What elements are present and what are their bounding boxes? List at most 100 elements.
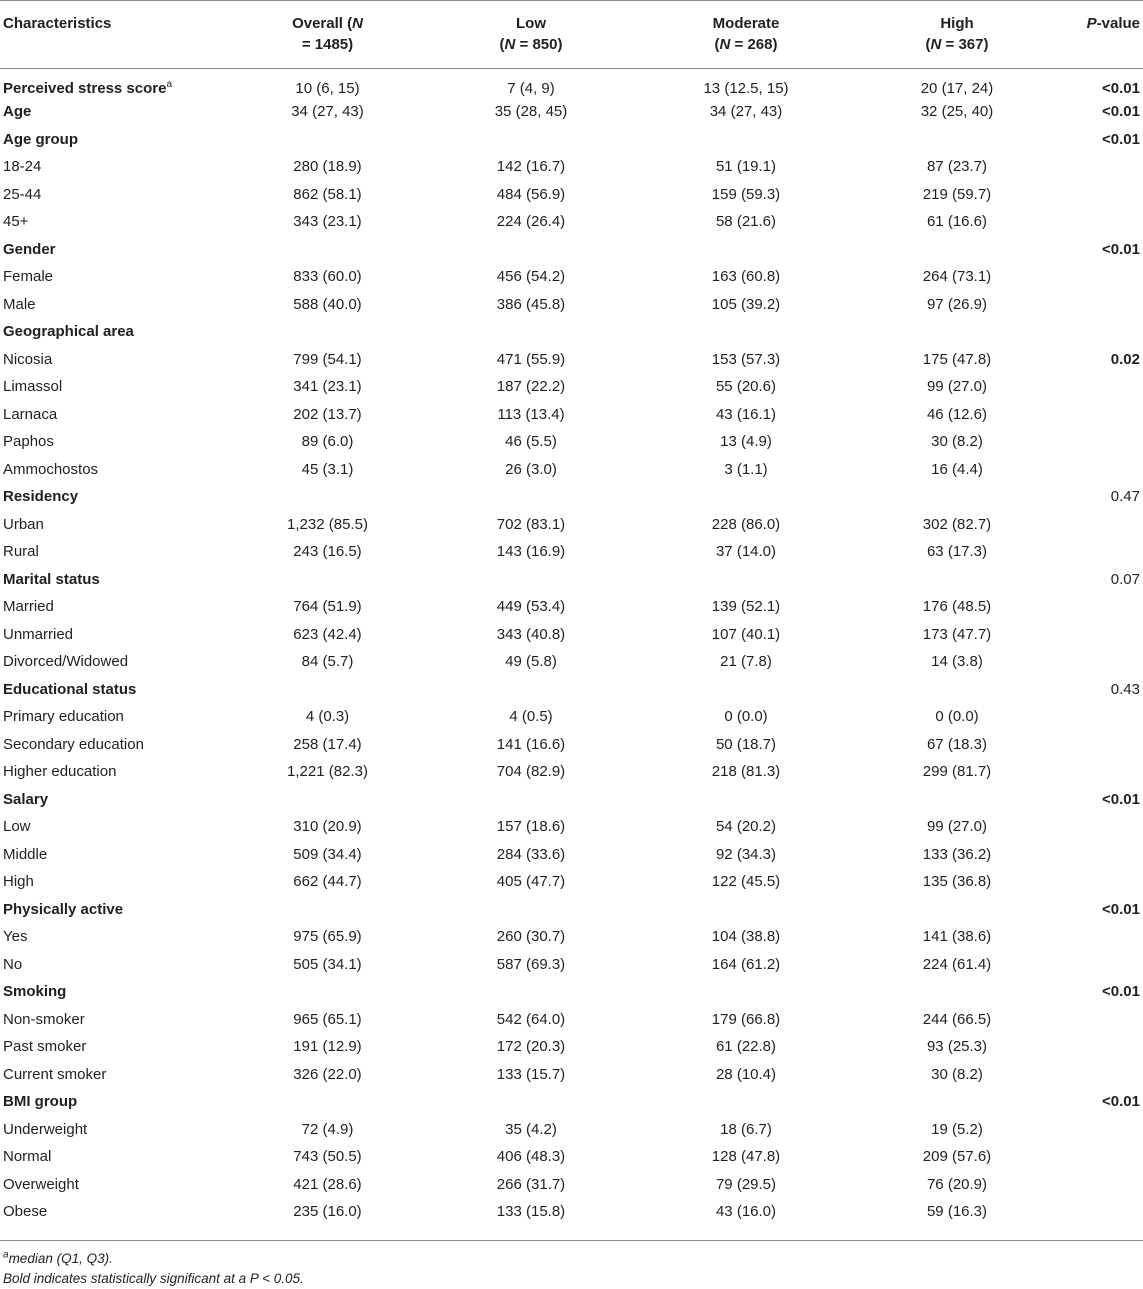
row-label: Larnaca (0, 401, 230, 429)
row-label: Paphos (0, 428, 230, 456)
cell-low (425, 566, 637, 594)
cell-moderate: 105 (39.2) (711, 295, 781, 313)
cell-moderate: 18 (6.7) (720, 1120, 772, 1138)
section-row: Smoking <0.01 (0, 978, 1143, 1006)
header-high-line1: High (940, 15, 974, 32)
cell-moderate: 51 (19.1) (715, 158, 777, 176)
cell-high: 59 (16.3) (926, 1203, 988, 1221)
cell-moderate: 128 (47.8) (711, 1148, 781, 1166)
cell-low: 133 (15.7) (496, 1065, 566, 1083)
footnote-superscript: a (166, 79, 173, 90)
row-label-text: 18-24 (3, 158, 42, 176)
header-moderate-line1: Moderate (712, 15, 780, 32)
cell-high (855, 566, 1059, 594)
row-label: Yes (0, 923, 230, 951)
cell-high (855, 786, 1059, 814)
cell-low: 704 (82.9) (496, 763, 566, 781)
row-label-text: Current smoker (3, 1065, 107, 1083)
cell-overall: 1,221 (82.3) (287, 763, 368, 781)
cell-p-value (1059, 731, 1143, 759)
row-label-text: Divorced/Widowed (3, 653, 129, 671)
cell-overall: 341 (23.1) (293, 378, 362, 396)
cell-p-value: <0.01 (1102, 80, 1140, 97)
cell-p-value (1059, 1116, 1143, 1144)
cell-moderate: 159 (59.3) (711, 185, 781, 203)
cell-p-value (1059, 1033, 1143, 1061)
cell-low (425, 978, 637, 1006)
cell-high: 93 (25.3) (926, 1038, 988, 1056)
cell-moderate: 43 (16.1) (715, 405, 777, 423)
row-label: Primary education (0, 703, 230, 731)
table-row: Past smoker 191 (12.9) 172 (20.3) 61 (22.8)… (0, 1033, 1143, 1061)
cell-moderate (637, 566, 855, 594)
cell-high: 135 (36.8) (922, 873, 992, 891)
cell-low: 405 (47.7) (496, 873, 566, 891)
cell-high: 173 (47.7) (922, 625, 992, 643)
table-row: Middle 509 (34.4) 284 (33.6) 92 (34.3) 133 (… (0, 841, 1143, 869)
cell-overall: 1,232 (85.5) (287, 515, 368, 533)
table-row: Ammochostos 45 (3.1) 26 (3.0) 3 (1.1) 16 (4.… (0, 456, 1143, 484)
row-label: Physically active (0, 896, 230, 924)
row-label: Married (0, 593, 230, 621)
row-label-text: Overweight (3, 1175, 79, 1193)
row-label-text: Marital status (3, 570, 100, 588)
section-row: Educational status 0.43 (0, 676, 1143, 704)
cell-p-value (1059, 456, 1143, 484)
footnote-marker: a (3, 1249, 9, 1261)
row-label-text: Urban (3, 515, 44, 533)
cell-overall (230, 978, 425, 1006)
cell-overall: 623 (42.4) (293, 625, 362, 643)
header-p-value: P-value (1086, 15, 1140, 32)
bottom-rule (0, 1240, 1143, 1241)
cell-low (425, 1088, 637, 1116)
cell-moderate: 55 (20.6) (715, 378, 777, 396)
cell-moderate: 37 (14.0) (715, 543, 777, 561)
cell-high: 219 (59.7) (922, 185, 992, 203)
table-row: 45+ 343 (23.1) 224 (26.4) 58 (21.6) 61 (16.6… (0, 208, 1143, 236)
cell-overall (230, 126, 425, 154)
cell-high: 67 (18.3) (926, 735, 988, 753)
header-low: Low (N = 850) (425, 1, 637, 69)
cell-low: 142 (16.7) (496, 158, 566, 176)
cell-low (425, 318, 637, 346)
cell-p-value (1059, 703, 1143, 731)
cell-moderate: 13 (12.5, 15) (703, 80, 789, 97)
cell-p-value (1059, 951, 1143, 979)
cell-high: 175 (47.8) (922, 350, 992, 368)
cell-p-value: <0.01 (1102, 1093, 1140, 1111)
cell-low: 143 (16.9) (496, 543, 566, 561)
cell-low: 260 (30.7) (496, 928, 566, 946)
cell-p-value: 0.07 (1110, 570, 1140, 588)
cell-overall: 45 (3.1) (301, 460, 354, 478)
cell-moderate: 122 (45.5) (711, 873, 781, 891)
cell-high: 244 (66.5) (922, 1010, 992, 1028)
cell-overall: 10 (6, 15) (295, 80, 360, 97)
cell-overall: 421 (28.6) (293, 1175, 362, 1193)
table-row: Underweight 72 (4.9) 35 (4.2) 18 (6.7) 19 (5… (0, 1116, 1143, 1144)
table-row: Paphos 89 (6.0) 46 (5.5) 13 (4.9) 30 (8.2) (0, 428, 1143, 456)
cell-overall: 975 (65.9) (293, 928, 362, 946)
cell-overall: 4 (0.3) (305, 708, 350, 726)
row-label: Underweight (0, 1116, 230, 1144)
cell-moderate: 218 (81.3) (711, 763, 781, 781)
cell-overall (230, 483, 425, 511)
table-row: Non-smoker 965 (65.1) 542 (64.0) 179 (66.8)… (0, 1006, 1143, 1034)
cell-overall: 764 (51.9) (293, 598, 362, 616)
cell-overall: 310 (20.9) (293, 818, 362, 836)
cell-low (425, 483, 637, 511)
row-label-text: Age (3, 103, 32, 121)
table-row: Current smoker 326 (22.0) 133 (15.7) 28 (10… (0, 1061, 1143, 1089)
cell-high: 299 (81.7) (922, 763, 992, 781)
cell-overall: 243 (16.5) (293, 543, 362, 561)
table-row: Normal 743 (50.5) 406 (48.3) 128 (47.8) 209 … (0, 1143, 1143, 1171)
cell-low (425, 126, 637, 154)
row-label: Male (0, 291, 230, 319)
header-high: High (N = 367) (855, 1, 1059, 69)
cell-high: 99 (27.0) (926, 818, 988, 836)
row-label-text: Age group (3, 130, 78, 148)
footnote-bold: Bold indicates statistically significant… (3, 1271, 304, 1286)
cell-p-value (1059, 1006, 1143, 1034)
cell-high: 14 (3.8) (931, 653, 983, 671)
row-label-text: Perceived stress score (3, 80, 167, 97)
